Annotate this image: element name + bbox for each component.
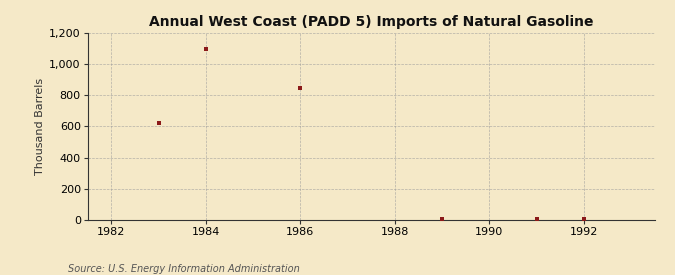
Y-axis label: Thousand Barrels: Thousand Barrels [35,78,45,175]
Point [437,216,448,221]
Point [578,216,589,221]
Point [153,120,164,125]
Point [531,216,542,221]
Point [200,46,211,51]
Point [295,86,306,90]
Title: Annual West Coast (PADD 5) Imports of Natural Gasoline: Annual West Coast (PADD 5) Imports of Na… [149,15,593,29]
Text: Source: U.S. Energy Information Administration: Source: U.S. Energy Information Administ… [68,264,299,274]
